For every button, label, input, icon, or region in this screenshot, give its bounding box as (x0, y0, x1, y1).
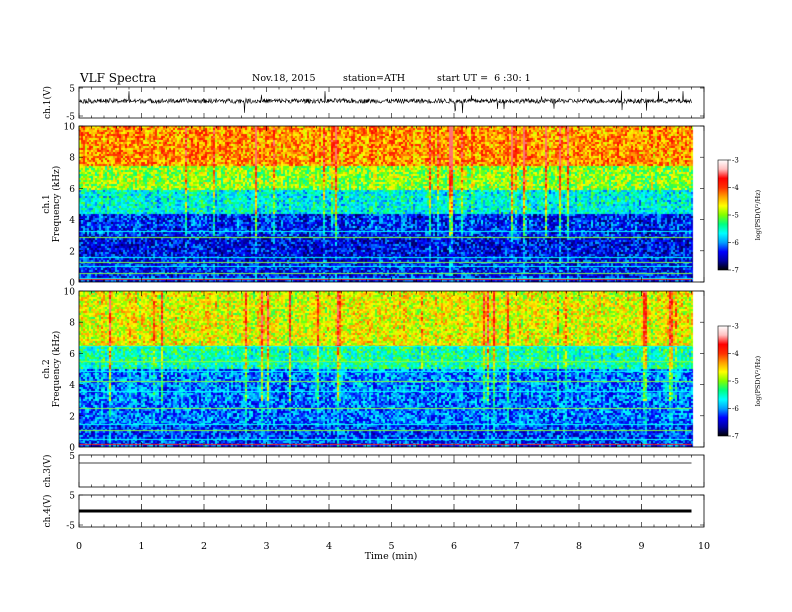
ch1-spectrogram-channel-label: ch.1 (42, 194, 52, 213)
station-label: station=ATH (343, 73, 405, 84)
x-tick-label: 3 (263, 541, 269, 552)
ch2-spectrogram-ytick-label: 2 (69, 412, 75, 422)
ch2-spectrogram-ylabel: Frequency (kHz) (51, 331, 62, 408)
ch4-waveform-ytick-label: 5 (69, 492, 75, 502)
ch1-spectrogram-ytick-label: 4 (69, 216, 75, 226)
ch1-spectrogram-ytick-label: 0 (69, 279, 75, 289)
ch4-waveform-ylabel: ch.4(V) (42, 495, 53, 528)
ch4-waveform-ytick-label: -5 (66, 522, 75, 532)
x-tick-label: 9 (638, 541, 644, 552)
x-tick-label: 0 (76, 541, 82, 552)
ch2-spectrogram-channel-label: ch.2 (42, 359, 52, 378)
date-label: Nov.18, 2015 (252, 73, 316, 84)
ch1-colorbar-tick-label: -5 (732, 212, 739, 220)
x-axis-label: Time (min) (365, 551, 418, 562)
ch3-waveform-ylabel: ch.3(V) (42, 455, 53, 488)
ch2-colorbar-tick-label: -4 (732, 350, 739, 358)
ch2-spectrogram-ytick-label: 4 (69, 381, 75, 391)
x-tick-label: 7 (513, 541, 519, 552)
ch1-spectrogram-ylabel: Frequency (kHz) (51, 166, 62, 243)
x-tick-label: 4 (326, 541, 332, 552)
ch1-colorbar-tick-label: -7 (732, 267, 739, 275)
ch1-spectrogram-image (79, 126, 704, 282)
ch1-colorbar-tick-label: -6 (732, 239, 739, 247)
ch2-spectrogram-ytick-label: 6 (69, 350, 75, 360)
ch2-spectrogram-ytick-label: 8 (69, 319, 75, 329)
x-tick-label: 2 (201, 541, 207, 552)
ch2-colorbar-tick-label: -7 (732, 433, 739, 441)
ch1-waveform-ytick-label: 5 (69, 85, 75, 95)
ch2-colorbar-tick-label: -6 (732, 405, 739, 413)
x-tick-label: 8 (576, 541, 582, 552)
x-tick-label: 1 (138, 541, 144, 552)
ch2-spectrogram-image (79, 291, 704, 447)
x-tick-label: 5 (388, 541, 394, 552)
ch2-spectrogram-ytick-label: 10 (64, 288, 76, 298)
ch2-colorbar-tick-label: -3 (732, 323, 739, 331)
ch1-spectrogram-ytick-label: 6 (69, 185, 75, 195)
ch1-colorbar-tick-label: -3 (732, 157, 739, 165)
ch1-waveform-ylabel: ch.1(V) (42, 86, 53, 119)
ch1-waveform-ytick-label: -5 (66, 113, 75, 123)
x-tick-label: 6 (451, 541, 457, 552)
chart-title: VLF Spectra (80, 71, 157, 85)
x-tick-label: 10 (698, 541, 710, 552)
ch1-waveform-line (78, 90, 692, 114)
ch1-spectrogram-ytick-label: 10 (64, 123, 76, 133)
ch2-colorbar-tick-label: -5 (732, 378, 739, 386)
ch1-spectrogram-ytick-label: 8 (69, 154, 75, 164)
ch3-waveform-ytick-label: 5 (69, 452, 75, 462)
ch1-colorbar-tick-label: -4 (732, 184, 739, 192)
ch1-colorbar (717, 159, 729, 271)
ch2-spectrogram-ytick-label: 0 (69, 444, 75, 454)
start-ut-label: start UT = 6 :30: 1 (437, 73, 531, 84)
ch1-colorbar-label: log(PSD(V²/Hz) (754, 189, 762, 240)
ch2-colorbar (717, 325, 729, 437)
ch1-spectrogram-ytick-label: 2 (69, 247, 75, 257)
ch2-colorbar-label: log(PSD(V²/Hz) (754, 355, 762, 406)
